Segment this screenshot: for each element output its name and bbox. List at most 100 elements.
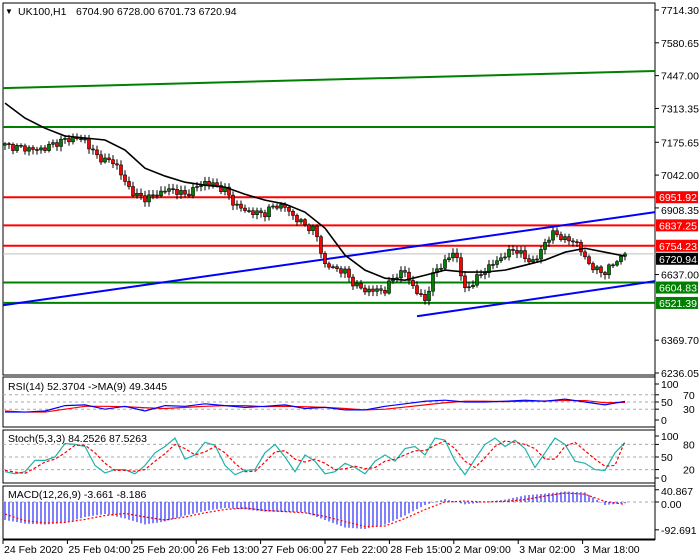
bear-candle bbox=[163, 190, 167, 193]
bull-candle bbox=[483, 272, 487, 275]
bull-candle bbox=[607, 264, 611, 275]
bear-candle bbox=[511, 249, 515, 251]
bear-candle bbox=[127, 181, 131, 187]
bull-candle bbox=[551, 230, 555, 241]
resistance-level-label: 6837.25 bbox=[659, 220, 697, 232]
bull-candle bbox=[447, 257, 451, 261]
bull-candle bbox=[615, 261, 619, 266]
bear-candle bbox=[319, 236, 323, 254]
resistance-level-badge bbox=[656, 219, 698, 232]
bear-candle bbox=[479, 274, 483, 276]
indicator-tick-label: 0 bbox=[661, 473, 667, 485]
bear-candle bbox=[11, 143, 15, 151]
indicator-tick-label: -92.691 bbox=[661, 525, 697, 537]
resistance-level-badge bbox=[656, 239, 698, 252]
bull-candle bbox=[595, 266, 599, 271]
bear-candle bbox=[99, 154, 103, 163]
bull-candle bbox=[279, 204, 283, 209]
bear-candle bbox=[363, 287, 367, 293]
bull-candle bbox=[195, 186, 199, 188]
bear-candle bbox=[231, 194, 235, 206]
bear-candle bbox=[155, 194, 159, 197]
price-tick-label: 7175.65 bbox=[661, 137, 699, 149]
bear-candle bbox=[91, 148, 95, 151]
bear-candle bbox=[567, 236, 571, 242]
channel-trendline bbox=[2, 211, 656, 307]
stoch-main-line bbox=[4, 437, 626, 476]
bear-candle bbox=[263, 212, 267, 218]
bear-candle bbox=[371, 288, 375, 292]
stoch-title: Stoch(5,3,3) 84.2526 87.5263 bbox=[8, 433, 147, 445]
bull-candle bbox=[367, 288, 371, 293]
bear-candle bbox=[31, 147, 35, 150]
bull-candle bbox=[15, 145, 19, 151]
bear-candle bbox=[207, 181, 211, 186]
bear-candle bbox=[611, 264, 615, 267]
ohlc-label: 6704.90 6728.00 6701.73 6720.94 bbox=[76, 6, 237, 18]
price-tick-label: 7313.35 bbox=[661, 103, 699, 115]
bear-candle bbox=[407, 271, 411, 281]
bear-candle bbox=[187, 193, 191, 197]
price-tick-label: 7042.00 bbox=[661, 170, 699, 182]
macd-signal-line bbox=[4, 492, 626, 528]
bear-candle bbox=[107, 157, 111, 161]
bull-candle bbox=[63, 138, 67, 140]
time-tick-label: 26 Feb 13:00 bbox=[197, 544, 259, 556]
bear-candle bbox=[19, 145, 23, 147]
bear-candle bbox=[315, 225, 319, 238]
support-level-badge bbox=[656, 281, 698, 294]
bull-candle bbox=[487, 264, 491, 273]
bear-candle bbox=[171, 188, 175, 191]
bear-candle bbox=[339, 268, 343, 274]
bear-candle bbox=[79, 138, 83, 140]
bull-candle bbox=[519, 250, 523, 254]
indicator-tick-label: 0.00 bbox=[661, 499, 682, 511]
channel-trendline bbox=[416, 280, 656, 318]
time-tick-label: 25 Feb 20:00 bbox=[133, 544, 195, 556]
bear-candle bbox=[151, 194, 155, 197]
bear-candle bbox=[323, 253, 327, 265]
moving-average-line bbox=[4, 102, 626, 281]
bear-candle bbox=[83, 138, 87, 141]
bear-candle bbox=[575, 241, 579, 244]
bear-candle bbox=[43, 147, 47, 151]
bear-candle bbox=[559, 234, 563, 241]
bull-candle bbox=[147, 194, 151, 203]
bull-candle bbox=[191, 187, 195, 197]
bear-candle bbox=[119, 164, 123, 176]
bull-candle bbox=[427, 290, 431, 301]
bear-candle bbox=[23, 145, 27, 152]
time-tick-label: 24 Feb 2020 bbox=[4, 544, 63, 556]
bull-candle bbox=[431, 272, 435, 292]
time-tick-label: 3 Mar 02:00 bbox=[519, 544, 575, 556]
bear-candle bbox=[383, 289, 387, 294]
bear-candle bbox=[55, 142, 59, 147]
bear-candle bbox=[379, 288, 383, 291]
bull-candle bbox=[211, 182, 215, 186]
price-panel[interactable] bbox=[2, 2, 656, 376]
bull-candle bbox=[619, 255, 623, 262]
bear-candle bbox=[415, 285, 419, 294]
indicator-tick-label: 50 bbox=[661, 397, 673, 409]
bear-candle bbox=[111, 159, 115, 165]
bull-candle bbox=[531, 259, 535, 263]
bear-candle bbox=[463, 275, 467, 289]
stoch-signal-line bbox=[4, 440, 626, 474]
bear-candle bbox=[123, 174, 127, 182]
time-tick-label: 27 Feb 22:00 bbox=[326, 544, 388, 556]
bull-candle bbox=[255, 210, 259, 215]
price-tick-label: 7714.30 bbox=[661, 5, 699, 17]
bull-candle bbox=[471, 284, 475, 288]
support-trendline bbox=[2, 69, 656, 90]
bull-candle bbox=[27, 147, 31, 152]
macd-title: MACD(12,26,9) -3.661 -8.186 bbox=[8, 489, 146, 501]
price-tick-label: 7580.65 bbox=[661, 38, 699, 50]
bull-candle bbox=[375, 288, 379, 292]
bull-candle bbox=[495, 260, 499, 265]
bear-candle bbox=[579, 241, 583, 253]
bear-candle bbox=[247, 210, 251, 212]
triangle-down-icon[interactable]: ▼ bbox=[5, 7, 13, 16]
bull-candle bbox=[3, 143, 7, 146]
indicator-tick-label: 100 bbox=[661, 431, 679, 443]
